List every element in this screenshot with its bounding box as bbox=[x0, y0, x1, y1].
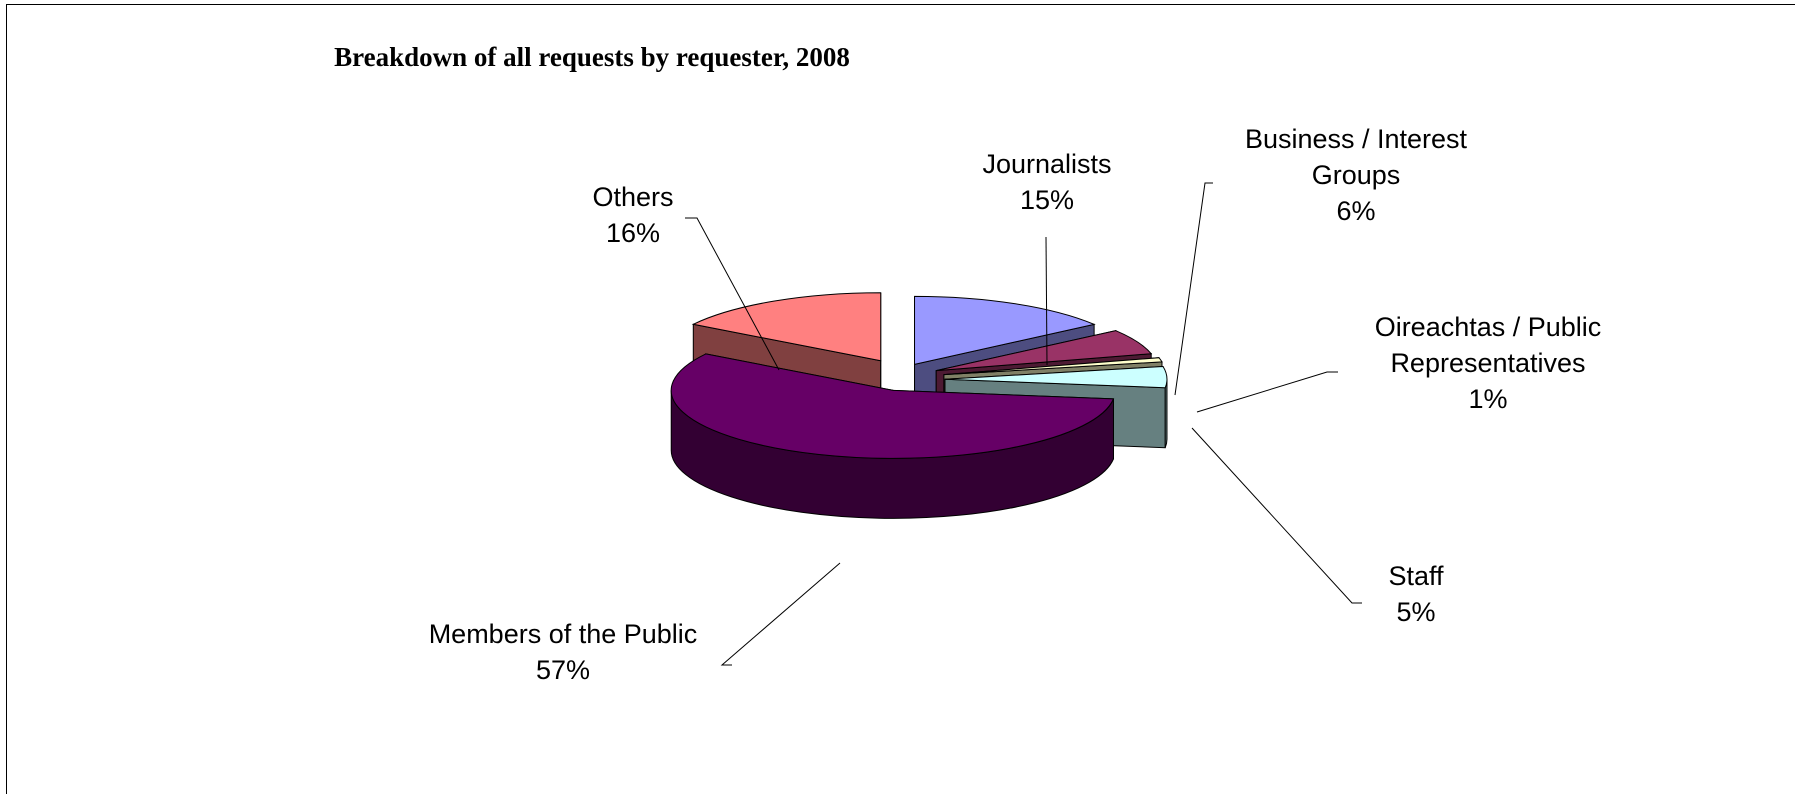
leader-line-others bbox=[685, 217, 780, 371]
chart-title: Breakdown of all requests by requester, … bbox=[334, 42, 850, 72]
slice-top-oireachtas-public-representatives bbox=[943, 357, 1163, 376]
slice-label-business-interest-groups: Business / Interest Groups 6% bbox=[1245, 124, 1468, 226]
slice-percent-oireachtas-public-representatives: 1% bbox=[1468, 384, 1507, 414]
slice-percent-staff: 5% bbox=[1396, 597, 1435, 627]
slice-top-journalists bbox=[914, 295, 1096, 365]
leader-line-staff bbox=[1191, 427, 1362, 604]
leader-lines bbox=[685, 182, 1362, 666]
slice-labels: Journalists 15% Business / Interest Groups 6… bbox=[429, 124, 1602, 685]
slice-percent-business-interest-groups: 6% bbox=[1336, 196, 1375, 226]
leader-line-oireachtas-public-representatives bbox=[1196, 371, 1338, 413]
slice-top-others bbox=[691, 292, 882, 362]
leader-line-business-interest-groups bbox=[1174, 182, 1213, 396]
slice-percent-others: 16% bbox=[606, 218, 660, 248]
slice-label-oireachtas-public-representatives: Oireachtas / Public Representatives 1% bbox=[1375, 312, 1602, 414]
slice-members-of-the-public bbox=[670, 353, 1115, 519]
leader-line-members-of-the-public bbox=[720, 562, 841, 666]
pie-chart: Breakdown of all requests by requester, … bbox=[334, 42, 1602, 685]
slices-layer bbox=[670, 292, 1168, 519]
slice-label-members-of-the-public: Members of the Public 57% bbox=[429, 619, 698, 685]
leader-line-journalists bbox=[1045, 236, 1048, 366]
slice-top-business-interest-groups bbox=[936, 330, 1153, 372]
slice-label-journalists: Journalists 15% bbox=[982, 149, 1111, 215]
slice-top-staff bbox=[944, 365, 1168, 389]
slice-percent-journalists: 15% bbox=[1020, 185, 1074, 215]
slice-percent-members-of-the-public: 57% bbox=[536, 655, 590, 685]
chart-frame: Breakdown of all requests by requester, … bbox=[6, 4, 1795, 794]
slice-label-others: Others 16% bbox=[592, 182, 673, 248]
slice-top-members-of-the-public bbox=[670, 353, 1115, 459]
slice-label-staff: Staff 5% bbox=[1388, 561, 1444, 627]
